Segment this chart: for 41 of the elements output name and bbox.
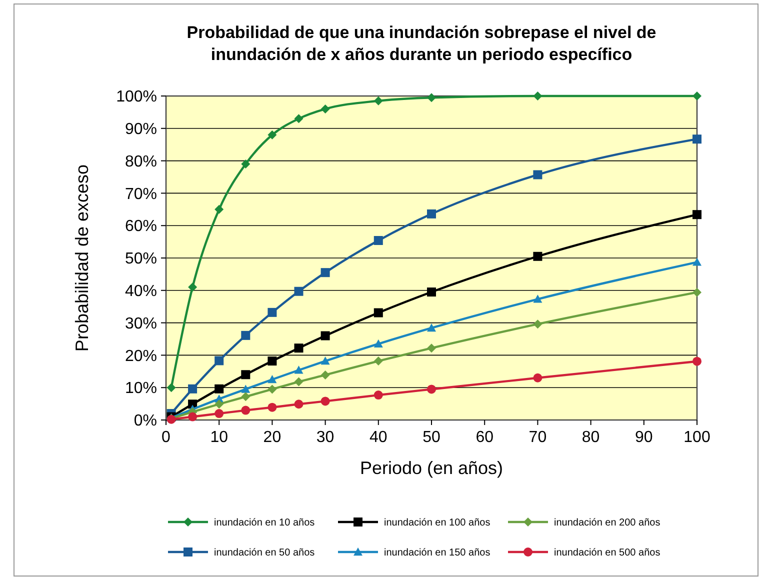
x-tick-label: 60 (476, 429, 494, 446)
legend-label: inundación en 150 años (384, 548, 490, 558)
point (692, 134, 702, 144)
legend-label: inundación en 100 años (384, 518, 490, 528)
x-tick-label: 90 (635, 429, 653, 446)
x-tick-label: 80 (582, 429, 600, 446)
y-tick-label: 100% (116, 88, 157, 106)
x-tick-label: 70 (528, 429, 547, 446)
point (241, 160, 250, 169)
y-axis-title: Probabilidad de exceso (72, 164, 92, 352)
point (268, 130, 277, 140)
point (320, 104, 330, 114)
chart-title: Probabilidad de que una inundación sobrepase el nivel de inundación de x años durante un periodo específico (186, 23, 656, 64)
x-tick-label: 20 (263, 429, 282, 446)
x-tick-label: 40 (370, 429, 388, 446)
x-tick-label: 0 (162, 429, 171, 446)
legend-label: inundación en 10 años (214, 518, 315, 528)
point (427, 93, 436, 102)
y-tick-label: 30% (124, 315, 157, 332)
point (692, 92, 702, 100)
point (294, 114, 304, 124)
y-tick-label: 90% (124, 121, 157, 138)
point (533, 170, 542, 180)
legend-label: inundación en 200 años (554, 518, 660, 528)
x-axis-title: Periodo (en años) (360, 458, 504, 478)
y-tick-label: 80% (124, 153, 157, 170)
y-tick-label: 50% (124, 250, 157, 268)
legend-label: inundación en 50 años (214, 548, 315, 558)
point (374, 96, 383, 106)
x-tick-label: 50 (422, 429, 440, 446)
y-tick-label: 40% (124, 283, 157, 300)
y-tick-label: 10% (124, 380, 157, 398)
y-tick-label: 70% (124, 186, 157, 203)
y-tick-label: 0% (134, 412, 157, 430)
point (533, 92, 542, 100)
x-tick-label: 30 (316, 429, 334, 446)
x-tick-label: 10 (210, 429, 228, 446)
legend-label: inundación en 500 años (554, 548, 660, 558)
y-tick-label: 20% (124, 348, 157, 365)
y-tick-label: 60% (124, 218, 157, 236)
x-tick-label: 100 (684, 429, 710, 446)
